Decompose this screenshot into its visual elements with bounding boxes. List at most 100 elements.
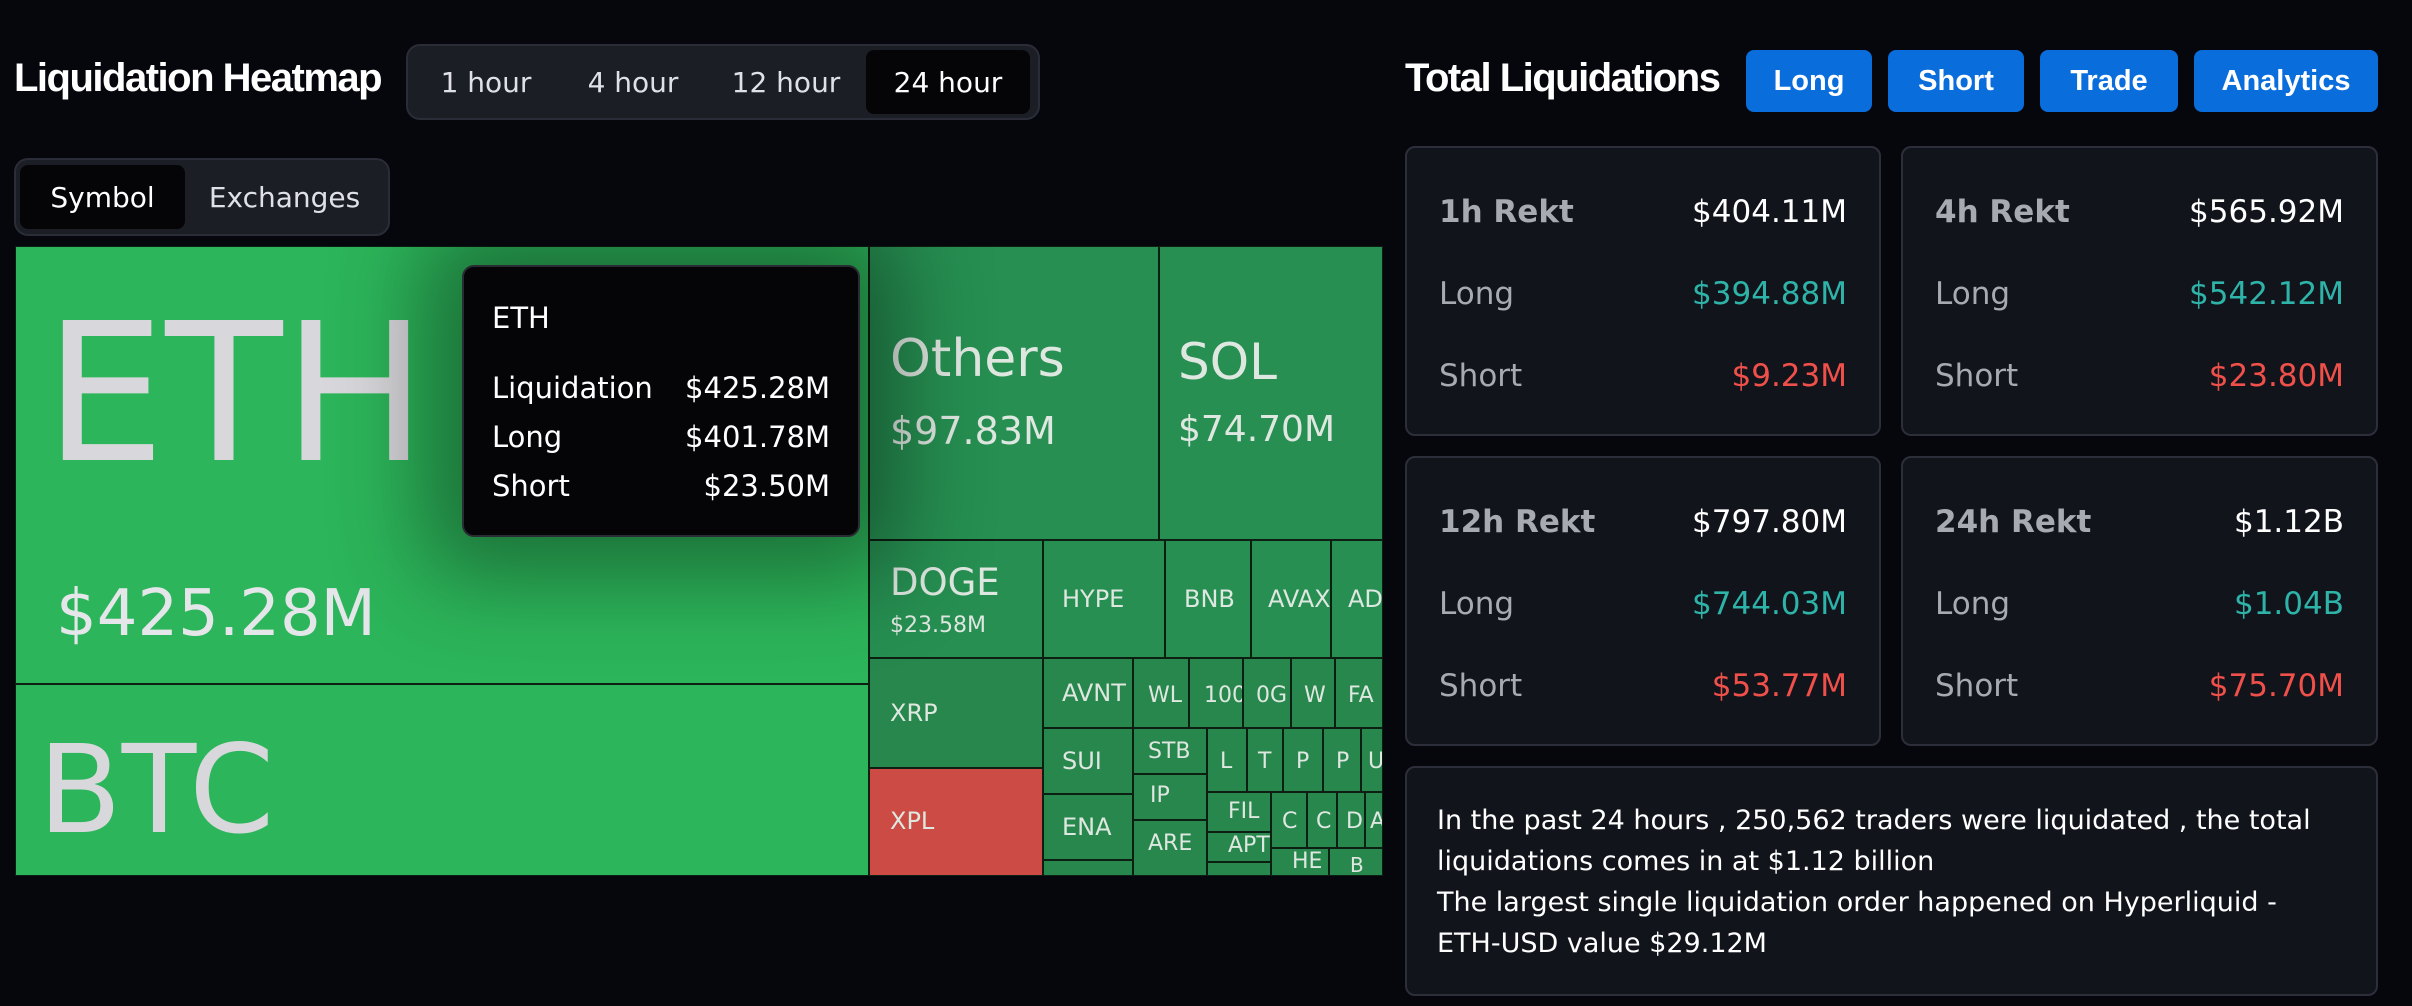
tile-ad-label: AD [1348, 585, 1383, 613]
short-value: $23.80M [2208, 358, 2344, 394]
tile-wl-label: WL [1148, 683, 1183, 708]
long-button[interactable]: Long [1746, 50, 1872, 112]
tile-stb[interactable]: STB [1133, 728, 1207, 774]
card-short-row: Short $9.23M [1439, 358, 1847, 394]
tile-sui[interactable]: SUI [1043, 728, 1133, 794]
tile-ena-sub [1043, 860, 1133, 876]
card-label: 12h Rekt [1439, 504, 1596, 540]
long-label: Long [1935, 276, 2011, 312]
tile-sol-symbol: SOL [1178, 333, 1277, 391]
tile-w-label: W [1304, 683, 1326, 708]
tile-c-1[interactable]: C [1271, 792, 1307, 848]
card-short-row: Short $75.70M [1935, 668, 2344, 704]
card-total: $404.11M [1692, 194, 1847, 230]
tile-100[interactable]: 100 [1189, 658, 1243, 728]
long-label: Long [1439, 276, 1515, 312]
tile-t-label: T [1258, 749, 1272, 774]
tile-p-1[interactable]: P [1283, 728, 1323, 792]
tile-btc[interactable]: BTC [15, 684, 869, 876]
tile-w[interactable]: W [1291, 658, 1335, 728]
tile-doge-symbol: DOGE [890, 561, 1000, 604]
tile-ip[interactable]: IP [1133, 774, 1207, 820]
tab-1-hour[interactable]: 1 hour [440, 65, 532, 99]
analytics-button[interactable]: Analytics [2194, 50, 2378, 112]
time-range-tabs: 1 hour 4 hour 12 hour 24 hour [406, 44, 1040, 120]
tile-b-label: B [1350, 853, 1364, 876]
trade-button[interactable]: Trade [2040, 50, 2178, 112]
tile-ena[interactable]: ENA [1043, 794, 1133, 860]
tile-u-label: U [1368, 749, 1383, 774]
tooltip-label: Short [492, 469, 570, 503]
card-label: 1h Rekt [1439, 194, 1574, 230]
tile-avnt[interactable]: AVNT [1043, 658, 1133, 728]
long-value: $542.12M [2189, 276, 2344, 312]
tab-symbol[interactable]: Symbol [20, 165, 186, 229]
short-value: $53.77M [1711, 668, 1847, 704]
tile-fa[interactable]: FA [1335, 658, 1383, 728]
tooltip-value: $23.50M [703, 469, 831, 503]
tile-others-value: $97.83M [890, 409, 1056, 453]
tile-a[interactable]: A [1365, 792, 1383, 848]
tab-4-hour[interactable]: 4 hour [587, 65, 679, 99]
tile-sol[interactable]: SOL $74.70M [1159, 246, 1383, 540]
tile-xrp[interactable]: XRP [869, 658, 1043, 768]
tile-doge[interactable]: DOGE $23.58M [869, 540, 1043, 658]
tile-bnb[interactable]: BNB [1165, 540, 1251, 658]
card-1h-rekt: 1h Rekt $404.11M Long $394.88M Short $9.… [1405, 146, 1881, 436]
tab-exchanges[interactable]: Exchanges [208, 180, 361, 214]
tile-fa-label: FA [1348, 683, 1374, 708]
tile-avax[interactable]: AVAX [1251, 540, 1331, 658]
tab-24-hour[interactable]: 24 hour [866, 50, 1030, 114]
short-label: Short [1439, 668, 1523, 704]
tile-hype[interactable]: HYPE [1043, 540, 1165, 658]
card-total: $565.92M [2189, 194, 2344, 230]
tile-hype-label: HYPE [1062, 585, 1125, 613]
tile-sol-value: $74.70M [1178, 409, 1336, 450]
long-value: $744.03M [1692, 586, 1847, 622]
card-24h-rekt: 24h Rekt $1.12B Long $1.04B Short $75.70… [1901, 456, 2378, 746]
tile-100-label: 100 [1204, 683, 1243, 708]
short-value: $9.23M [1731, 358, 1848, 394]
tab-12-hour[interactable]: 12 hour [731, 65, 841, 99]
tooltip-row-liquidation: Liquidation $425.28M [492, 371, 830, 405]
card-4h-rekt: 4h Rekt $565.92M Long $542.12M Short $23… [1901, 146, 2378, 436]
tile-are[interactable]: ARE [1133, 820, 1207, 876]
tile-l[interactable]: L [1207, 728, 1247, 792]
tile-ad[interactable]: AD [1331, 540, 1383, 658]
total-liquidations-title: Total Liquidations [1405, 56, 1721, 100]
tile-others[interactable]: Others $97.83M [869, 246, 1159, 540]
tile-avax-label: AVAX [1268, 585, 1331, 613]
summary-largest-order-text: The largest single liquidation order hap… [1437, 887, 2277, 959]
tile-0g-label: 0G [1256, 683, 1288, 708]
tile-apt-sub [1207, 862, 1271, 876]
tile-xrp-label: XRP [890, 699, 938, 727]
tile-fil-label: FIL [1228, 799, 1260, 824]
card-label: 4h Rekt [1935, 194, 2070, 230]
short-button[interactable]: Short [1888, 50, 2024, 112]
tile-he[interactable]: HE [1271, 848, 1329, 876]
card-long-row: Long $1.04B [1935, 586, 2344, 622]
card-long-row: Long $744.03M [1439, 586, 1847, 622]
tile-wl[interactable]: WL [1133, 658, 1189, 728]
tile-eth-value: $425.28M [56, 577, 376, 651]
card-total: $1.12B [2233, 504, 2344, 540]
tile-xpl[interactable]: XPL [869, 768, 1043, 876]
heatmap-tooltip: ETH Liquidation $425.28M Long $401.78M S… [462, 265, 860, 537]
tile-u[interactable]: U [1361, 728, 1383, 792]
card-header: 24h Rekt $1.12B [1935, 504, 2344, 540]
tile-b[interactable]: B [1329, 848, 1383, 876]
tile-c-2-label: C [1316, 809, 1332, 834]
tile-0g[interactable]: 0G [1243, 658, 1291, 728]
tile-d[interactable]: D [1337, 792, 1365, 848]
tile-t[interactable]: T [1247, 728, 1283, 792]
tile-doge-value: $23.58M [890, 613, 986, 638]
card-12h-rekt: 12h Rekt $797.80M Long $744.03M Short $5… [1405, 456, 1881, 746]
tile-fil[interactable]: FIL [1207, 792, 1271, 832]
tooltip-label: Liquidation [492, 371, 653, 405]
tile-c-2[interactable]: C [1307, 792, 1337, 848]
tile-d-label: D [1346, 809, 1363, 834]
tile-p-2[interactable]: P [1323, 728, 1361, 792]
long-label: Long [1439, 586, 1515, 622]
card-total: $797.80M [1692, 504, 1847, 540]
tile-apt[interactable]: APT [1207, 832, 1271, 862]
